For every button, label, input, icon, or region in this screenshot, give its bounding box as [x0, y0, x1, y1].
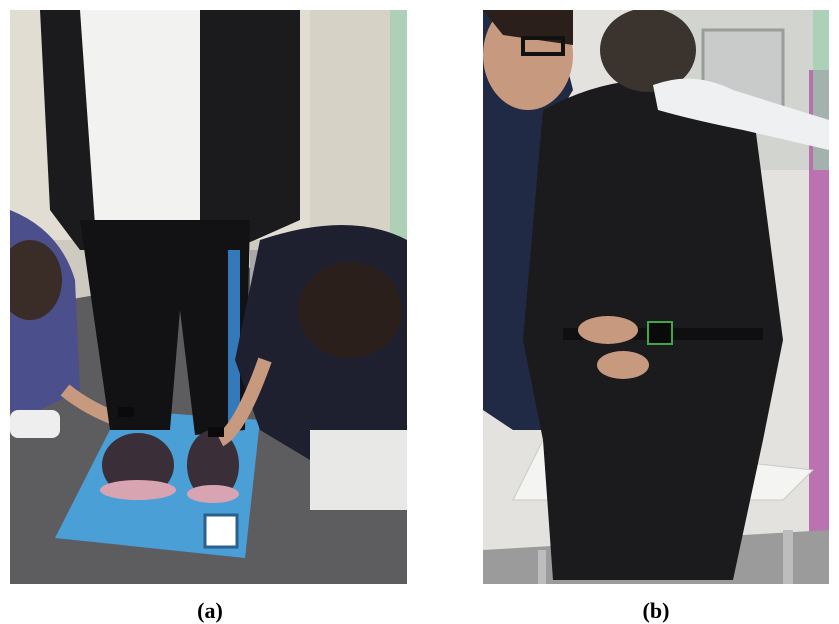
caption-panel-b: (b) [642, 598, 670, 623]
lumbar-sensor-photo [483, 10, 829, 584]
gloved-hand [653, 78, 829, 150]
patient-trousers [80, 220, 250, 435]
photo-panel-b [483, 10, 829, 584]
ankle-sensor-photo [10, 10, 407, 584]
lumbar-sensor [647, 321, 673, 345]
helper-left [483, 10, 623, 430]
caption-panel-a: (a) [197, 598, 223, 623]
ankle-sensor-left [118, 407, 134, 417]
patient-shirt [80, 10, 200, 230]
ankle-sensor-right [208, 427, 224, 437]
photo-panel-a [10, 10, 407, 584]
